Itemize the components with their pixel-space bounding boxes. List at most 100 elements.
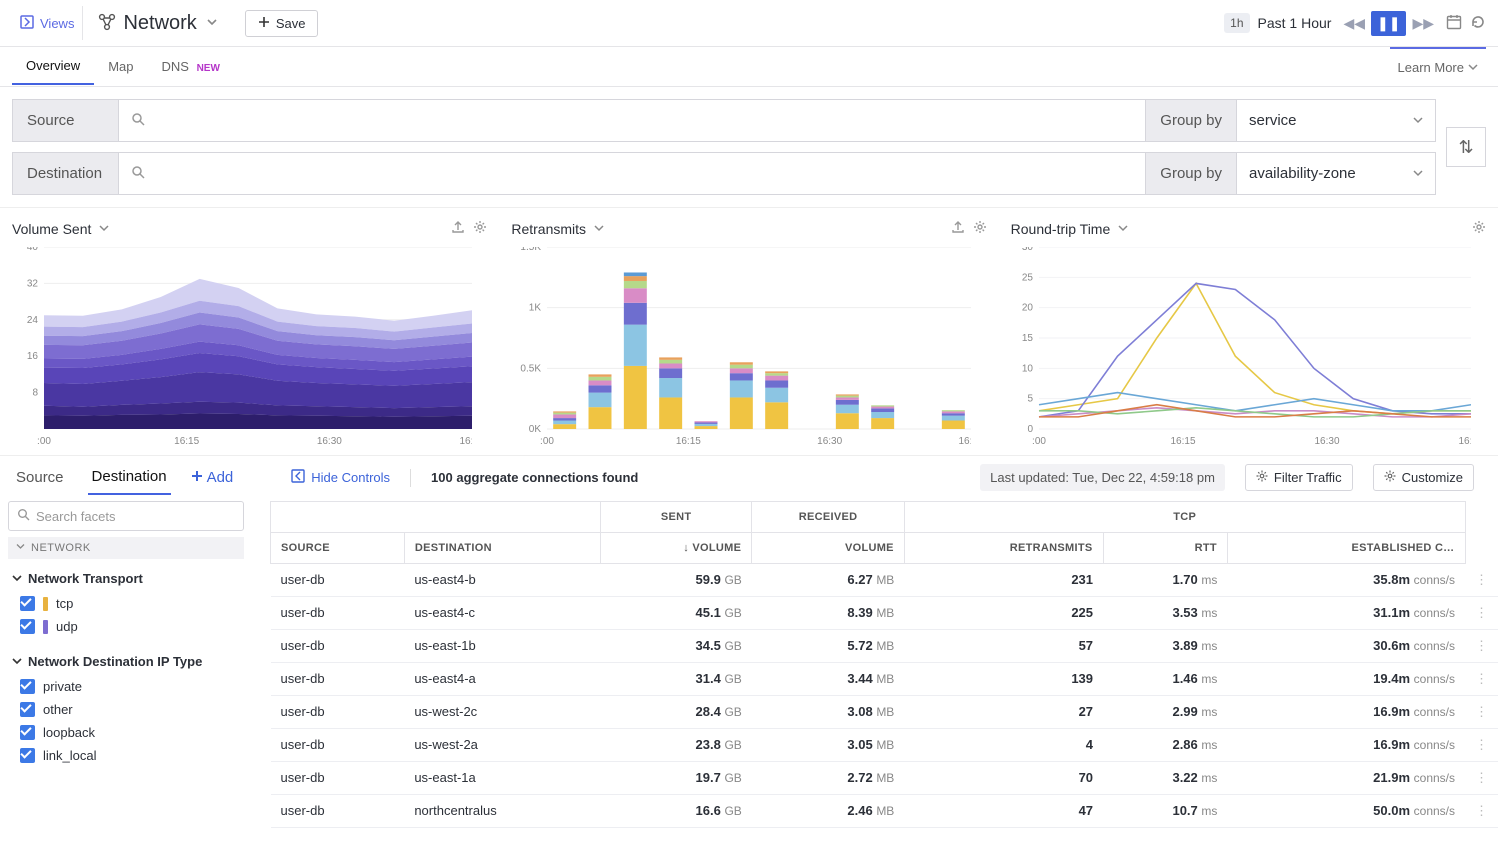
hide-controls-button[interactable]: Hide Controls	[291, 469, 390, 486]
dest-filter-input[interactable]	[118, 152, 1146, 195]
table-row[interactable]: user-dbus-west-2a 23.8 GB 3.05 MB 4 2.86…	[271, 728, 1498, 761]
facet-item-udp[interactable]: udp	[8, 615, 244, 638]
table-row[interactable]: user-dbus-west-2c 28.4 GB 3.08 MB 27 2.9…	[271, 695, 1498, 728]
add-subtab-button[interactable]: Add	[191, 469, 234, 486]
row-menu-icon[interactable]: ⋮	[1465, 564, 1498, 597]
col-dest[interactable]: DESTINATION	[404, 533, 600, 564]
subtab-destination[interactable]: Destination	[88, 460, 171, 495]
filter-traffic-button[interactable]: Filter Traffic	[1245, 464, 1353, 491]
svg-text:0.5K: 0.5K	[521, 363, 542, 374]
svg-text:1K: 1K	[529, 303, 542, 314]
svg-text:0: 0	[1027, 424, 1033, 435]
chevron-down-icon	[1468, 60, 1478, 75]
facet-item-other[interactable]: other	[8, 698, 244, 721]
table-row[interactable]: user-dbus-east-1b 34.5 GB 5.72 MB 57 3.8…	[271, 629, 1498, 662]
chevron-down-icon[interactable]	[1118, 221, 1128, 236]
table-row[interactable]: user-dbus-east4-b 59.9 GB 6.27 MB 231 1.…	[271, 564, 1498, 597]
facet-item-link_local[interactable]: link_local	[8, 744, 244, 767]
gear-icon[interactable]	[1472, 220, 1486, 237]
refresh-icon[interactable]	[1470, 14, 1486, 33]
views-button[interactable]: Views	[12, 6, 83, 40]
export-icon[interactable]	[951, 220, 965, 237]
colgroup-sent: SENT	[600, 502, 751, 533]
facet-group-network[interactable]: NETWORK	[8, 537, 244, 559]
rewind-icon[interactable]: ◀◀	[1339, 12, 1369, 35]
facet-item-tcp[interactable]: tcp	[8, 592, 244, 615]
dest-groupby-select[interactable]: availability-zone	[1236, 152, 1436, 195]
row-menu-icon[interactable]: ⋮	[1465, 761, 1498, 794]
tab-overview[interactable]: Overview	[12, 48, 94, 85]
svg-text:16:15: 16:15	[174, 436, 199, 447]
svg-text:16:45: 16:45	[1458, 436, 1471, 447]
col-rtt[interactable]: RTT	[1103, 533, 1227, 564]
subtab-source[interactable]: Source	[12, 461, 68, 494]
facet-section-transport[interactable]: Network Transport	[8, 565, 244, 592]
tab-dns[interactable]: DNS NEW	[147, 49, 233, 84]
color-swatch	[43, 597, 48, 611]
chevron-down-icon	[12, 654, 22, 669]
gear-icon	[1384, 470, 1396, 485]
col-sent-vol[interactable]: ↓ VOLUME	[600, 533, 751, 564]
col-est[interactable]: ESTABLISHED C…	[1227, 533, 1465, 564]
row-menu-icon[interactable]: ⋮	[1465, 728, 1498, 761]
facet-search-input[interactable]: Search facets	[8, 501, 244, 531]
svg-text:5: 5	[1027, 394, 1033, 405]
source-filter-input[interactable]	[118, 99, 1146, 142]
page-title-group[interactable]: Network	[123, 12, 218, 35]
panel-right-icon	[20, 15, 34, 32]
chevron-down-icon[interactable]	[594, 221, 604, 236]
chevron-down-icon	[1413, 112, 1423, 129]
chart-title-retransmits: Retransmits	[511, 221, 586, 237]
gear-icon	[1256, 470, 1268, 485]
col-source[interactable]: SOURCE	[271, 533, 405, 564]
search-icon	[17, 508, 30, 524]
learn-more-button[interactable]: Learn More	[1398, 60, 1478, 75]
page-title: Network	[123, 12, 196, 35]
export-icon[interactable]	[451, 220, 465, 237]
source-groupby-select[interactable]: service	[1236, 99, 1436, 142]
gear-icon[interactable]	[473, 220, 487, 237]
swap-button[interactable]: ⇅	[1446, 127, 1486, 167]
checkbox-icon	[20, 679, 35, 694]
time-range-label[interactable]: Past 1 Hour	[1258, 15, 1332, 31]
calendar-icon[interactable]	[1446, 14, 1462, 33]
row-menu-icon[interactable]: ⋮	[1465, 794, 1498, 827]
save-button[interactable]: Save	[245, 10, 319, 37]
chevron-down-icon[interactable]	[99, 221, 109, 236]
svg-text:16:45: 16:45	[459, 436, 472, 447]
svg-text:10: 10	[1022, 363, 1034, 374]
table-row[interactable]: user-dbus-east4-c 45.1 GB 8.39 MB 225 3.…	[271, 596, 1498, 629]
table-row[interactable]: user-dbus-east4-a 31.4 GB 3.44 MB 139 1.…	[271, 662, 1498, 695]
last-updated: Last updated: Tue, Dec 22, 4:59:18 pm	[980, 464, 1225, 491]
svg-text:16:45: 16:45	[959, 436, 972, 447]
table-row[interactable]: user-dbnorthcentralus 16.6 GB 2.46 MB 47…	[271, 794, 1498, 827]
svg-text:1.5K: 1.5K	[521, 247, 542, 253]
facet-section-iptype[interactable]: Network Destination IP Type	[8, 648, 244, 675]
chart-title-rtt: Round-trip Time	[1011, 221, 1111, 237]
table-row[interactable]: user-dbus-east-1a 19.7 GB 2.72 MB 70 3.2…	[271, 761, 1498, 794]
retransmits-chart: 0K0.5K1K1.5K:0016:1516:3016:45	[511, 247, 986, 447]
pause-icon[interactable]: ❚❚	[1371, 11, 1406, 36]
col-retrans[interactable]: RETRANSMITS	[904, 533, 1103, 564]
source-filter-label: Source	[12, 99, 118, 142]
svg-text::00: :00	[1032, 436, 1046, 447]
svg-text:32: 32	[27, 278, 39, 289]
gear-icon[interactable]	[973, 220, 987, 237]
row-menu-icon[interactable]: ⋮	[1465, 596, 1498, 629]
row-menu-icon[interactable]: ⋮	[1465, 629, 1498, 662]
forward-icon[interactable]: ▶▶	[1408, 12, 1438, 35]
colgroup-received: RECEIVED	[752, 502, 905, 533]
volume-sent-chart: 816243240:0016:1516:3016:45	[12, 247, 487, 447]
customize-button[interactable]: Customize	[1373, 464, 1474, 491]
row-menu-icon[interactable]: ⋮	[1465, 695, 1498, 728]
svg-text::00: :00	[540, 436, 554, 447]
facet-item-private[interactable]: private	[8, 675, 244, 698]
row-menu-icon[interactable]: ⋮	[1465, 662, 1498, 695]
views-label: Views	[40, 16, 74, 31]
col-recv-vol[interactable]: VOLUME	[752, 533, 905, 564]
facet-item-loopback[interactable]: loopback	[8, 721, 244, 744]
time-range-badge[interactable]: 1h	[1224, 13, 1249, 33]
svg-text:8: 8	[32, 388, 38, 399]
tab-map[interactable]: Map	[94, 49, 147, 84]
network-icon	[97, 12, 117, 35]
